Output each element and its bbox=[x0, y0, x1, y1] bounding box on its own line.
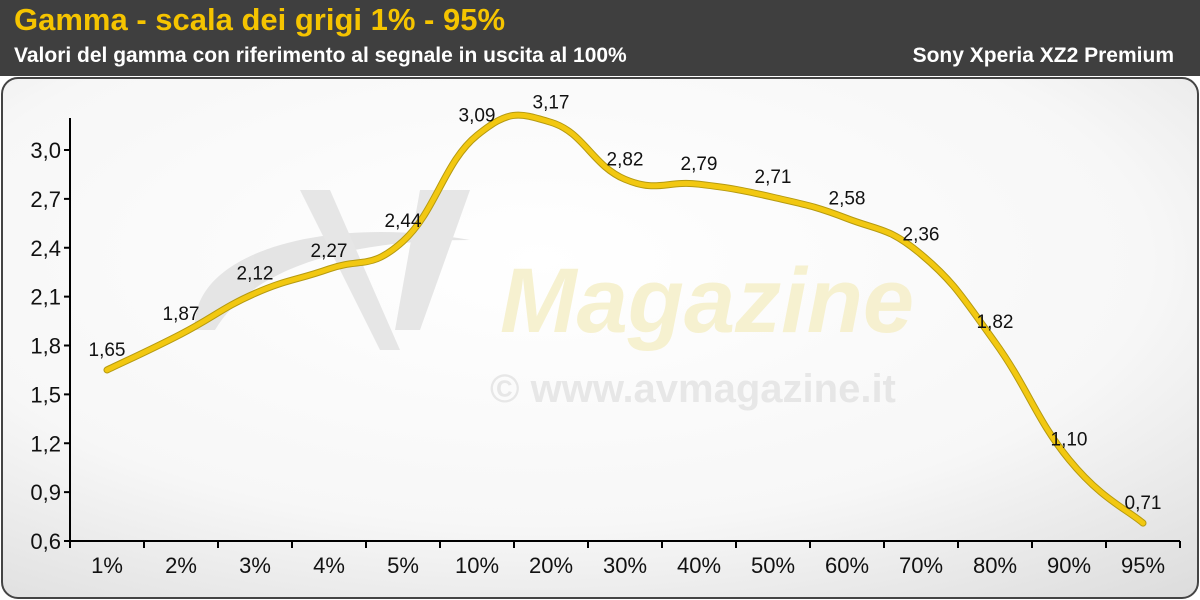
y-tick-label: 0,9 bbox=[30, 480, 61, 505]
y-tick-label: 2,1 bbox=[30, 285, 61, 310]
x-tick-label: 40% bbox=[677, 553, 721, 578]
data-label: 0,71 bbox=[1125, 493, 1162, 514]
series-line bbox=[104, 112, 1146, 526]
x-tick-label: 50% bbox=[751, 553, 795, 578]
data-label: 2,44 bbox=[385, 211, 422, 232]
series-layer bbox=[103, 111, 1147, 527]
x-tick-label: 30% bbox=[603, 553, 647, 578]
data-label: 2,82 bbox=[607, 149, 644, 170]
data-label: 2,27 bbox=[311, 241, 348, 262]
data-label: 2,71 bbox=[755, 167, 792, 188]
y-tick-label: 1,5 bbox=[30, 382, 61, 407]
x-tick-label: 1% bbox=[91, 553, 123, 578]
y-tick-label: 3,0 bbox=[30, 138, 61, 163]
x-tick-label: 5% bbox=[387, 553, 419, 578]
x-tick-label: 2% bbox=[165, 553, 197, 578]
y-tick-label: 2,7 bbox=[30, 187, 61, 212]
data-label: 2,12 bbox=[237, 263, 274, 284]
data-label: 1,82 bbox=[977, 312, 1014, 333]
chart-title: Gamma - scala dei grigi 1% - 95% bbox=[14, 2, 506, 37]
axes: 0,6 0,9 1,2 1,5 1,8 2,1 2,4 2,7 3,0 1% 2% 3% 4% 5% 10%… bbox=[30, 118, 1181, 578]
x-tick-label: 3% bbox=[239, 553, 271, 578]
data-label: 2,58 bbox=[829, 188, 866, 209]
x-tick-label: 80% bbox=[973, 553, 1017, 578]
data-label: 1,65 bbox=[89, 340, 126, 361]
y-tick-label: 0,6 bbox=[30, 529, 61, 554]
data-labels-layer: 1,65 1,87 2,12 2,27 2,44 3,09 3,17 2,82 2,79 2,71… bbox=[89, 92, 1162, 514]
data-label: 2,36 bbox=[903, 224, 940, 245]
watermark-av-mark bbox=[300, 190, 470, 350]
data-label: 3,09 bbox=[459, 105, 496, 126]
watermark: Magazine © www.avmagazine.it bbox=[194, 190, 914, 411]
x-tick-label: 10% bbox=[455, 553, 499, 578]
x-tick-label: 70% bbox=[899, 553, 943, 578]
chart-subtitle: Valori del gamma con riferimento al segn… bbox=[14, 44, 627, 67]
plot-background bbox=[1, 77, 1199, 599]
watermark-url: © www.avmagazine.it bbox=[490, 367, 896, 411]
device-name: Sony Xperia XZ2 Premium bbox=[912, 44, 1174, 67]
data-label: 3,17 bbox=[533, 92, 570, 113]
x-tick-label: 4% bbox=[313, 553, 345, 578]
y-tick-label: 1,2 bbox=[30, 431, 61, 456]
y-tick-label: 2,4 bbox=[30, 236, 61, 261]
x-tick-label: 95% bbox=[1121, 553, 1165, 578]
watermark-swoosh bbox=[194, 232, 470, 330]
chart-header: Gamma - scala dei grigi 1% - 95% Valori … bbox=[0, 0, 1200, 76]
data-label: 2,79 bbox=[681, 154, 718, 175]
data-label: 1,10 bbox=[1051, 430, 1088, 451]
x-tick-label: 20% bbox=[529, 553, 573, 578]
x-tick-label: 90% bbox=[1047, 553, 1091, 578]
gamma-line-chart: Magazine © www.avmagazine.it 0,6 0,9 1,2 1,… bbox=[1, 77, 1199, 599]
data-label: 1,87 bbox=[163, 304, 200, 325]
watermark-logo-text: Magazine bbox=[500, 250, 914, 352]
y-tick-label: 1,8 bbox=[30, 334, 61, 359]
x-tick-label: 60% bbox=[825, 553, 869, 578]
